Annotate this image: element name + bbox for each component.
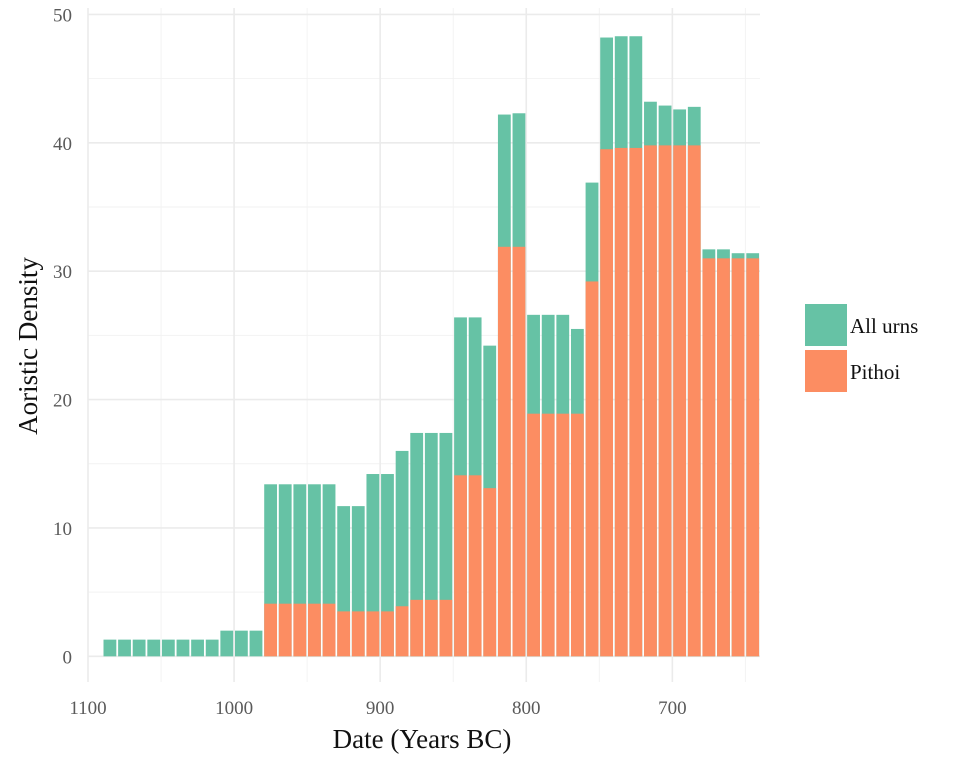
bar-pithoi [410,599,424,657]
bar-pithoi [468,475,482,657]
bars [103,36,760,657]
bar-all-urns [395,450,409,657]
x-tick-label: 700 [658,698,687,719]
bar-pithoi [278,603,292,657]
legend-label: Pithoi [850,360,900,384]
y-tick-label: 10 [53,519,72,540]
x-tick-label: 800 [512,698,541,719]
bar-pithoi [395,606,409,657]
bar-pithoi [614,147,628,657]
bar-pithoi [512,246,526,657]
bar-all-urns [366,474,380,657]
bar-pithoi [585,281,599,657]
bar-all-urns [103,639,117,657]
bar-pithoi [439,599,453,657]
bar-all-urns [234,630,248,657]
bar-pithoi [556,413,570,657]
x-axis-title: Date (Years BC) [333,724,512,754]
bar-pithoi [483,488,497,657]
grid-lines [87,8,760,682]
bar-pithoi [527,413,540,657]
legend: All urns Pithoi [805,304,918,392]
bar-all-urns [381,474,394,657]
bar-pithoi [673,145,687,657]
bar-all-urns [205,639,219,657]
y-axis-title: Aoristic Density [13,257,43,435]
y-tick-label: 20 [53,391,72,412]
bar-all-urns [132,639,146,657]
bar-pithoi [366,611,380,657]
bar-pithoi [337,611,351,657]
bar-pithoi [658,145,672,657]
bar-pithoi [351,611,365,657]
y-tick-label: 50 [53,5,72,26]
x-axis-ticks: 1100 1000 900 800 700 [69,698,686,719]
bar-pithoi [717,258,730,657]
bar-all-urns [161,639,175,657]
bar-pithoi [424,599,438,657]
x-tick-label: 1100 [69,698,106,719]
bar-pithoi [293,603,307,657]
bar-pithoi [308,603,321,657]
legend-swatch [805,350,847,392]
y-tick-label: 0 [63,647,73,668]
bar-all-urns [249,630,263,657]
bar-pithoi [731,258,745,657]
y-tick-label: 30 [53,262,72,283]
bar-pithoi [644,145,657,657]
bar-pithoi [629,147,643,657]
y-axis-ticks: 0 10 20 30 40 50 [53,5,72,668]
bar-pithoi [600,149,614,657]
x-tick-label: 1000 [215,698,253,719]
legend-label: All urns [850,314,918,338]
bar-pithoi [264,603,278,657]
legend-swatch [805,304,847,346]
bar-pithoi [702,258,716,657]
bar-pithoi [322,603,336,657]
bar-pithoi [454,475,467,657]
bar-all-urns [191,639,204,657]
x-tick-label: 900 [366,698,395,719]
bar-pithoi [570,413,584,657]
bar-all-urns [220,630,234,657]
bar-pithoi [687,145,701,657]
bar-all-urns [118,639,131,657]
bar-pithoi [381,611,394,657]
y-tick-label: 40 [53,134,72,155]
bar-all-urns [176,639,190,657]
bar-all-urns [147,639,161,657]
bar-pithoi [497,246,511,657]
bar-pithoi [541,413,555,657]
bar-pithoi [746,258,760,657]
